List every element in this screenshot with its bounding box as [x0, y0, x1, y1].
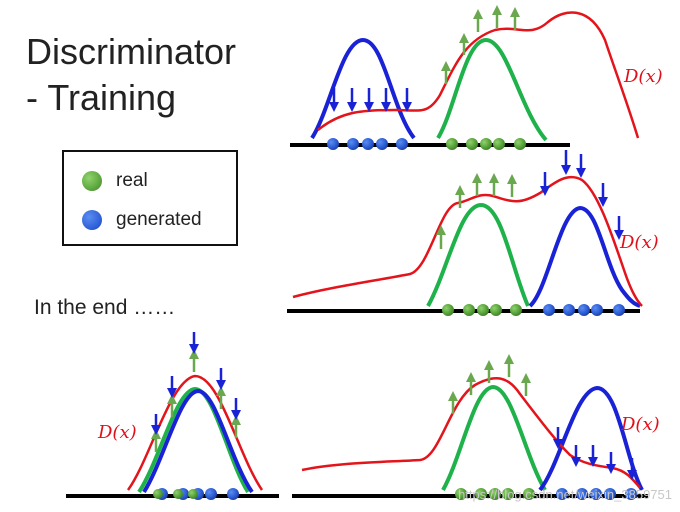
panel-bottom-right: D(x)	[292, 354, 660, 500]
legend-real-label: real	[116, 170, 148, 191]
d-curve-middle	[292, 175, 643, 307]
real-dot	[480, 138, 492, 150]
panel-middle: D(x)	[287, 150, 659, 316]
real-dot	[523, 488, 535, 500]
real-dot	[442, 304, 454, 316]
green-dots-bottom-right	[455, 488, 535, 500]
real-dot	[446, 138, 458, 150]
down-arrows-top	[329, 88, 412, 112]
generated-curve-top	[310, 37, 416, 140]
d-x-label-middle: D(x)	[619, 232, 659, 253]
real-dot	[514, 138, 526, 150]
blue-dots-bottom-right	[556, 488, 637, 500]
generated-dot	[227, 488, 239, 500]
up-arrows-top	[441, 5, 520, 84]
real-curve-top	[436, 37, 548, 142]
generated-dot	[396, 138, 408, 150]
real-dot	[477, 304, 489, 316]
generated-dot	[543, 304, 555, 316]
real-dot	[475, 488, 487, 500]
generated-curve-bottom-left	[142, 388, 254, 494]
slide-title-line1: Discriminator	[26, 31, 237, 72]
real-dot	[493, 138, 505, 150]
d-curve-bottom-left	[126, 374, 264, 491]
up-arrows-middle	[436, 173, 517, 249]
real-dot	[455, 488, 467, 500]
green-dots-middle	[442, 304, 522, 316]
generated-dot	[556, 488, 568, 500]
real-dot	[173, 489, 183, 499]
generated-dot	[347, 138, 359, 150]
green-dots-top	[446, 138, 526, 150]
generated-dot	[563, 304, 575, 316]
blue-dots-middle	[543, 304, 625, 316]
legend-item-real: real	[82, 170, 148, 192]
down-arrows-bottom-left	[151, 332, 241, 435]
real-curve-bottom-right	[441, 384, 547, 492]
generated-dot	[205, 488, 217, 500]
generated-dot	[625, 488, 637, 500]
d-curve-top	[317, 11, 640, 139]
down-arrows-bottom-right	[553, 427, 637, 480]
real-dot	[153, 489, 163, 499]
real-dot	[466, 138, 478, 150]
generated-dot	[576, 488, 588, 500]
real-dot	[510, 304, 522, 316]
generated-dot	[604, 488, 616, 500]
panel-bottom-left: D(x)	[66, 332, 279, 500]
real-dot	[490, 304, 502, 316]
blue-dots-top	[327, 138, 408, 150]
legend-item-generated: generated	[82, 209, 202, 231]
generated-dot	[327, 138, 339, 150]
real-curve-middle	[426, 202, 530, 307]
generated-dot	[376, 138, 388, 150]
real-dot	[489, 488, 501, 500]
generated-curve-middle	[528, 205, 641, 308]
slide-title-line2: - Training	[26, 77, 177, 118]
down-arrows-middle	[540, 150, 624, 240]
generated-curve-bottom-right	[538, 385, 644, 492]
panel-top: D(x)	[290, 5, 663, 150]
real-curve-bottom-left	[137, 386, 250, 494]
generated-dot	[362, 138, 374, 150]
watermark: https://blog.csdn.net/weixin_3859751	[458, 487, 672, 502]
in-the-end-text: In the end ……	[34, 296, 176, 319]
generated-dot	[578, 304, 590, 316]
generated-dot	[613, 304, 625, 316]
generated-dot	[591, 304, 603, 316]
d-x-label-bottom-left: D(x)	[97, 422, 137, 443]
up-arrows-bottom-left	[151, 349, 241, 452]
d-x-label-top: D(x)	[623, 66, 663, 87]
up-arrows-bottom-right	[448, 354, 531, 414]
real-dot	[188, 489, 198, 499]
legend-box: real generated	[62, 150, 238, 246]
generated-dot	[590, 488, 602, 500]
real-dot	[502, 488, 514, 500]
generated-dot-icon	[82, 210, 102, 230]
legend-generated-label: generated	[116, 209, 202, 230]
real-dot	[463, 304, 475, 316]
green-dots-bottom-left	[153, 489, 198, 499]
d-x-label-bottom-right: D(x)	[620, 414, 660, 435]
real-dot-icon	[82, 171, 102, 191]
